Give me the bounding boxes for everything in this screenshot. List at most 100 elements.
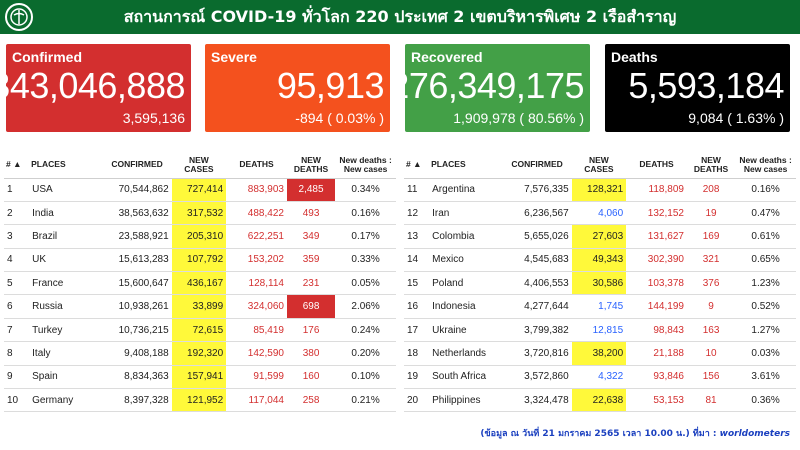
new-cases-cell: 4,060: [571, 201, 627, 226]
ratio-cell: 0.33%: [335, 248, 396, 273]
confirmed-cell: 10,938,261: [102, 294, 172, 319]
col-new-cases-header[interactable]: NEW CASES: [571, 152, 627, 179]
new-deaths-cell: 2,485: [286, 178, 336, 202]
recovered-sub: 1,909,978 ( 80.56% ): [453, 110, 584, 126]
new-cases-cell: 727,414: [171, 178, 227, 202]
confirmed-cell: 5,655,026: [502, 224, 572, 249]
rank-cell: 3: [4, 224, 30, 249]
severe-sub: -894 ( 0.03% ): [295, 110, 384, 126]
table-row[interactable]: 14 Mexico 4,545,683 49,343 302,390 321 0.65%: [404, 248, 796, 273]
table-row[interactable]: 6 Russia 10,938,261 33,899 324,060 698 2.06%: [4, 294, 396, 319]
confirmed-cell: 4,277,644: [502, 294, 572, 319]
col-confirmed-header[interactable]: CONFIRMED: [102, 152, 172, 179]
ratio-cell: 0.03%: [735, 341, 796, 366]
deaths-cell: 85,419: [226, 318, 287, 343]
new-cases-cell: 121,952: [171, 388, 227, 413]
new-deaths-cell: 231: [286, 271, 336, 296]
rank-cell: 1: [4, 178, 30, 202]
footer-text: (ข้อมูล ณ วันที่ 21 มกราคม 2565 เวลา 10.…: [480, 429, 720, 439]
page-title: สถานการณ์ COVID-19 ทั่วโลก 220 ประเทศ 2 …: [123, 7, 677, 26]
col-rank-header[interactable]: # ▲: [404, 152, 430, 179]
confirmed-cell: 3,799,382: [502, 318, 572, 343]
place-cell: Argentina: [429, 178, 503, 202]
place-cell: Turkey: [29, 318, 103, 343]
confirmed-cell: 8,397,328: [102, 388, 172, 413]
country-table-right: # ▲ PLACES CONFIRMED NEW CASES DEATHS NE…: [404, 152, 796, 413]
table-row[interactable]: 15 Poland 4,406,553 30,586 103,378 376 1.23%: [404, 271, 796, 296]
table-header-row: # ▲ PLACES CONFIRMED NEW CASES DEATHS NE…: [4, 152, 396, 179]
table-row[interactable]: 7 Turkey 10,736,215 72,615 85,419 176 0.24%: [4, 318, 396, 343]
rank-cell: 12: [404, 201, 430, 226]
table-row[interactable]: 12 Iran 6,236,567 4,060 132,152 19 0.47%: [404, 201, 796, 226]
table-row[interactable]: 17 Ukraine 3,799,382 12,815 98,843 163 1.27%: [404, 318, 796, 343]
footer-note: (ข้อมูล ณ วันที่ 21 มกราคม 2565 เวลา 10.…: [480, 426, 790, 440]
table-row[interactable]: 11 Argentina 7,576,335 128,321 118,809 208 0.1…: [404, 178, 796, 202]
col-new-deaths-header[interactable]: NEW DEATHS: [286, 152, 336, 179]
col-deaths-header[interactable]: DEATHS: [226, 152, 287, 179]
new-cases-cell: 157,941: [171, 365, 227, 390]
col-places-header[interactable]: PLACES: [429, 152, 503, 179]
confirmed-cell: 15,600,647: [102, 271, 172, 296]
ratio-cell: 0.47%: [735, 201, 796, 226]
col-rank-header[interactable]: # ▲: [4, 152, 30, 179]
table-row[interactable]: 4 UK 15,613,283 107,792 153,202 359 0.33%: [4, 248, 396, 273]
col-confirmed-header[interactable]: CONFIRMED: [502, 152, 572, 179]
table-row[interactable]: 5 France 15,600,647 436,167 128,114 231 0.05%: [4, 271, 396, 296]
col-new-deaths-header[interactable]: NEW DEATHS: [686, 152, 736, 179]
confirmed-cell: 8,834,363: [102, 365, 172, 390]
table-row[interactable]: 16 Indonesia 4,277,644 1,745 144,199 9 0.52%: [404, 294, 796, 319]
place-cell: India: [29, 201, 103, 226]
ratio-cell: 1.23%: [735, 271, 796, 296]
footer-source[interactable]: worldometers: [719, 429, 790, 439]
table-row[interactable]: 19 South Africa 3,572,860 4,322 93,846 156 3.6…: [404, 365, 796, 390]
deaths-cell: 118,809: [626, 178, 687, 202]
table-row[interactable]: 20 Philippines 3,324,478 22,638 53,153 81 0.36…: [404, 388, 796, 413]
deaths-card: Deaths 5,593,184 9,084 ( 1.63% ): [605, 44, 790, 132]
deaths-cell: 488,422: [226, 201, 287, 226]
table-row[interactable]: 13 Colombia 5,655,026 27,603 131,627 169 0.61%: [404, 224, 796, 249]
confirmed-cell: 3,720,816: [502, 341, 572, 366]
rank-cell: 9: [4, 365, 30, 390]
col-ratio-header[interactable]: New deaths : New cases: [735, 152, 796, 179]
col-ratio-header[interactable]: New deaths : New cases: [335, 152, 396, 179]
table-row[interactable]: 18 Netherlands 3,720,816 38,200 21,188 10 0.03…: [404, 341, 796, 366]
new-deaths-cell: 163: [686, 318, 736, 343]
new-deaths-cell: 19: [686, 201, 736, 226]
deaths-cell: 153,202: [226, 248, 287, 273]
col-places-header[interactable]: PLACES: [29, 152, 103, 179]
deaths-value: 5,593,184: [628, 65, 784, 106]
new-cases-cell: 72,615: [171, 318, 227, 343]
deaths-sub: 9,084 ( 1.63% ): [688, 110, 784, 126]
table-row[interactable]: 8 Italy 9,408,188 192,320 142,590 380 0.20%: [4, 341, 396, 366]
table-row[interactable]: 3 Brazil 23,588,921 205,310 622,251 349 0.17%: [4, 224, 396, 249]
col-new-cases-header[interactable]: NEW CASES: [171, 152, 227, 179]
ratio-cell: 0.34%: [335, 178, 396, 202]
table-row[interactable]: 1 USA 70,544,862 727,414 883,903 2,485 0.34%: [4, 178, 396, 202]
new-cases-cell: 12,815: [571, 318, 627, 343]
confirmed-cell: 23,588,921: [102, 224, 172, 249]
country-table-left: # ▲ PLACES CONFIRMED NEW CASES DEATHS NE…: [4, 152, 396, 413]
new-deaths-cell: 698: [286, 294, 336, 319]
new-cases-cell: 317,532: [171, 201, 227, 226]
table-row[interactable]: 2 India 38,563,632 317,532 488,422 493 0.16%: [4, 201, 396, 226]
rank-cell: 10: [4, 388, 30, 413]
new-deaths-cell: 208: [686, 178, 736, 202]
confirmed-cell: 4,545,683: [502, 248, 572, 273]
table-header-row: # ▲ PLACES CONFIRMED NEW CASES DEATHS NE…: [404, 152, 796, 179]
place-cell: USA: [29, 178, 103, 202]
deaths-cell: 324,060: [226, 294, 287, 319]
rank-cell: 2: [4, 201, 30, 226]
place-cell: Italy: [29, 341, 103, 366]
ratio-cell: 0.65%: [735, 248, 796, 273]
deaths-cell: 132,152: [626, 201, 687, 226]
place-cell: Netherlands: [429, 341, 503, 366]
table-row[interactable]: 10 Germany 8,397,328 121,952 117,044 258 0.21%: [4, 388, 396, 413]
rank-cell: 11: [404, 178, 430, 202]
ratio-cell: 0.16%: [335, 201, 396, 226]
ministry-logo-icon: [5, 3, 33, 31]
col-deaths-header[interactable]: DEATHS: [626, 152, 687, 179]
severe-label: Severe: [211, 49, 257, 65]
table-row[interactable]: 9 Spain 8,834,363 157,941 91,599 160 0.10%: [4, 365, 396, 390]
new-cases-cell: 1,745: [571, 294, 627, 319]
new-cases-cell: 38,200: [571, 341, 627, 366]
